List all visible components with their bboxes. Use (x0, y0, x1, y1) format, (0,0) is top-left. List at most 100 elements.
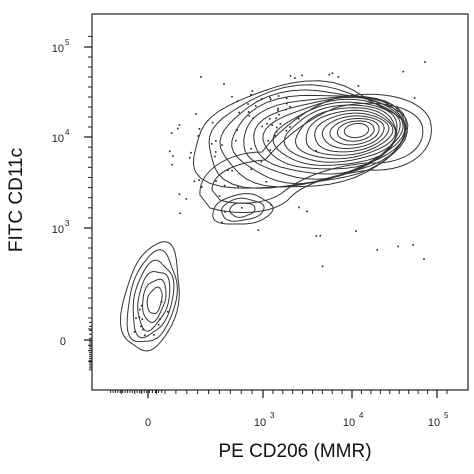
event-dot (185, 198, 188, 200)
event-dot (198, 128, 201, 130)
event-dot (139, 308, 141, 311)
event-dot (423, 258, 425, 260)
event-dot (133, 331, 136, 333)
event-dot (159, 318, 161, 320)
event-dot (270, 204, 272, 206)
event-dot (424, 61, 426, 63)
event-dot (250, 147, 252, 150)
x-tick-exponent: 5 (444, 411, 449, 420)
event-dot (277, 107, 279, 110)
event-dot (160, 301, 163, 303)
event-dot (170, 132, 173, 134)
event-dot (236, 100, 239, 103)
event-dot (215, 140, 217, 142)
event-dot (315, 150, 317, 152)
event-dot (247, 103, 249, 105)
event-dot (328, 73, 331, 76)
event-dot (402, 70, 405, 73)
event-dot (135, 317, 137, 319)
event-dot (193, 180, 196, 183)
event-dot (195, 113, 197, 115)
event-dot (412, 244, 414, 246)
contour-line (336, 120, 375, 142)
event-dot (250, 93, 252, 96)
event-dot (247, 111, 250, 113)
contour-line (192, 80, 408, 189)
event-dot (357, 85, 360, 87)
event-dot (274, 134, 276, 137)
event-dot (178, 193, 181, 195)
y-tick-label: 10 (52, 43, 64, 55)
y-tick-label: 10 (52, 224, 64, 236)
event-dot (397, 245, 399, 248)
event-dot (201, 186, 203, 188)
event-dot (321, 265, 324, 268)
contour-line (212, 193, 274, 225)
event-dot (178, 124, 181, 126)
event-dot (285, 108, 287, 111)
event-dot (153, 334, 155, 336)
event-dot (298, 206, 300, 209)
contour-line (220, 197, 265, 222)
event-dot (224, 211, 226, 213)
x-tick-exponent: 4 (359, 411, 364, 420)
event-dot (214, 155, 216, 158)
event-dot (289, 105, 291, 108)
event-dot (157, 323, 160, 326)
event-dot (252, 117, 255, 119)
y-tick-exponent: 5 (65, 38, 70, 47)
contour-line (119, 241, 180, 352)
event-dot (234, 139, 237, 142)
contour-line (126, 249, 178, 343)
event-dot (248, 115, 251, 117)
x-tick-label: 10 (343, 417, 355, 429)
event-dot (167, 311, 169, 313)
event-dot (266, 123, 268, 125)
x-tick-label: 10 (428, 417, 440, 429)
event-dot (275, 126, 278, 129)
contour-line (295, 107, 396, 160)
contour-line (132, 259, 175, 339)
event-dot (297, 118, 300, 120)
event-dot (190, 151, 192, 154)
event-dot (210, 143, 213, 145)
event-dot (171, 164, 173, 166)
event-dot (138, 316, 141, 319)
contour-line (314, 112, 390, 153)
event-dot (254, 105, 257, 107)
event-dot (285, 97, 288, 100)
event-dot (142, 328, 144, 331)
event-dot (268, 118, 271, 120)
event-dot (189, 156, 191, 159)
y-tick-exponent: 3 (65, 219, 70, 228)
contour-line (305, 109, 394, 156)
contour-line (137, 270, 171, 332)
plot-frame (91, 13, 469, 391)
contour-lines (119, 80, 432, 352)
contour-line (272, 101, 398, 166)
contour-line (142, 278, 167, 324)
y-tick-label: 0 (60, 336, 66, 348)
event-dot (306, 210, 308, 213)
y-tick-exponent: 4 (65, 128, 70, 137)
event-dot (286, 102, 288, 105)
event-dot (269, 96, 271, 99)
event-dot (265, 181, 268, 183)
event-dot (172, 155, 174, 157)
event-dot (179, 212, 181, 215)
event-dot (221, 144, 223, 146)
event-dot (223, 184, 226, 187)
event-dot (197, 135, 200, 137)
x-axis-ticks: 0 10 3 10 4 10 5 (110, 390, 449, 429)
event-dot (140, 325, 142, 328)
contour-line (283, 104, 397, 163)
event-dot (198, 179, 200, 181)
event-dot (355, 230, 357, 232)
event-dot (141, 318, 144, 320)
event-dot (231, 95, 233, 98)
event-dot (271, 124, 273, 126)
contour-line (321, 115, 385, 150)
event-dots (133, 61, 426, 336)
